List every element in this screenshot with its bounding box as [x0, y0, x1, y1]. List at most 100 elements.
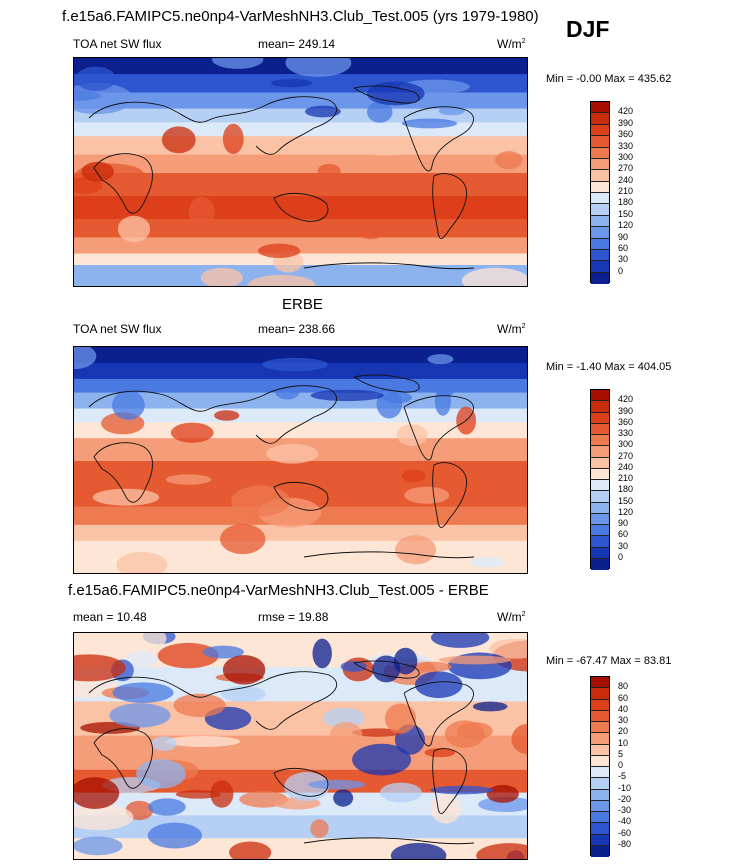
- colorbar-box: [591, 547, 609, 559]
- colorbar-tick-label: 300: [618, 439, 634, 450]
- colorbar-box: [591, 457, 609, 469]
- colorbar-box: [591, 468, 609, 480]
- panel2-units: W/m2: [497, 322, 526, 336]
- colorbar-tick-label: 0: [618, 551, 624, 562]
- colorbar-tick-label: 60: [618, 692, 629, 703]
- colorbar-tick-label: -60: [618, 827, 632, 838]
- figure-title: f.e15a6.FAMIPC5.ne0np4-VarMeshNH3.Club_T…: [62, 8, 539, 25]
- colorbar-tick-label: 120: [618, 506, 634, 517]
- colorbar-tick-label: 240: [618, 174, 634, 185]
- colorbar-box: [591, 204, 609, 216]
- colorbar-tick-label: 420: [618, 394, 634, 405]
- colorbar-tick-label: 60: [618, 242, 629, 253]
- colorbar-box: [591, 733, 609, 745]
- panel3-units: W/m2: [497, 610, 526, 624]
- panel3-rmse-label: rmse = 19.88: [258, 610, 329, 624]
- colorbar-tick-label: 420: [618, 106, 634, 117]
- colorbar-box: [591, 158, 609, 171]
- colorbar-box: [591, 677, 609, 689]
- colorbar-tick-label: 210: [618, 473, 634, 483]
- colorbar-tick-label: 150: [618, 495, 634, 506]
- colorbar-tick-label: 360: [618, 416, 634, 427]
- colorbar-tick-label: 0: [618, 760, 624, 770]
- colorbar-box: [591, 491, 609, 503]
- panel3-mean-label: mean = 10.48: [73, 610, 147, 624]
- colorbar-tick-label: 30: [618, 254, 629, 265]
- colorbar-box: [591, 778, 609, 790]
- colorbar-box: [591, 181, 609, 193]
- colorbar-tick-label: 30: [618, 540, 629, 551]
- colorbar-box: [591, 688, 609, 700]
- colorbar-tick-label: 180: [618, 484, 634, 495]
- colorbar-box: [591, 480, 609, 492]
- colorbar-box: [591, 834, 609, 846]
- panel1-minmax: Min = -0.00 Max = 435.62: [546, 73, 672, 85]
- colorbar-tick-label: 270: [618, 163, 634, 174]
- colorbar-tick-label: 300: [618, 151, 634, 162]
- panel2-variable-label: TOA net SW flux: [73, 322, 162, 336]
- panel2-minmax: Min = -1.40 Max = 404.05: [546, 361, 672, 373]
- colorbar-box: [591, 789, 609, 801]
- colorbar-box: [591, 699, 609, 711]
- colorbar-tick-label: 120: [618, 220, 634, 231]
- colorbar-box: [591, 823, 609, 835]
- season-label: DJF: [566, 16, 610, 42]
- colorbar-tick-label: -5: [618, 771, 627, 782]
- colorbar-box: [591, 767, 609, 779]
- colorbar-tick-label: 390: [618, 117, 634, 128]
- colorbar-box: [591, 536, 609, 548]
- colorbar-tick-label: -80: [618, 838, 632, 849]
- colorbar-box: [591, 755, 609, 767]
- colorbar-box: [591, 215, 609, 228]
- colorbar-box: [591, 193, 609, 205]
- difference-title: f.e15a6.FAMIPC5.ne0np4-VarMeshNH3.Club_T…: [68, 582, 489, 599]
- colorbar-tick-label: 90: [618, 231, 629, 242]
- colorbar-tick-label: 20: [618, 726, 629, 737]
- colorbar-box: [591, 390, 609, 402]
- colorbar-box: [591, 102, 609, 114]
- colorbar-box: [591, 845, 609, 857]
- colorbar-box: [591, 435, 609, 447]
- panel1-map: [73, 57, 528, 287]
- colorbar-box: [591, 227, 609, 239]
- colorbar-box: [591, 744, 609, 756]
- colorbar-tick-label: 60: [618, 529, 629, 540]
- panel3-colorbar: [590, 676, 610, 857]
- colorbar-tick-label: 180: [618, 197, 634, 208]
- colorbar-box: [591, 423, 609, 435]
- colorbar-tick-label: 90: [618, 518, 629, 528]
- panel2-map: [73, 346, 528, 574]
- colorbar-tick-label: 270: [618, 450, 634, 461]
- panel1-mean-label: mean= 249.14: [258, 37, 336, 51]
- colorbar-box: [591, 261, 609, 273]
- colorbar-box: [591, 446, 609, 458]
- colorbar-box: [591, 401, 609, 413]
- colorbar-box: [591, 113, 609, 125]
- colorbar-tick-label: 30: [618, 715, 629, 725]
- colorbar-tick-label: 390: [618, 405, 634, 416]
- colorbar-box: [591, 722, 609, 734]
- colorbar-tick-label: 330: [618, 428, 634, 438]
- colorbar-box: [591, 412, 609, 424]
- colorbar-tick-label: 210: [618, 186, 634, 196]
- colorbar-tick-label: 80: [618, 681, 629, 692]
- colorbar-box: [591, 238, 609, 250]
- colorbar-tick-label: 10: [618, 737, 629, 748]
- colorbar-tick-label: 5: [618, 748, 624, 759]
- colorbar-tick-label: -10: [618, 782, 632, 793]
- colorbar-box: [591, 558, 609, 570]
- panel3-minmax: Min = -67.47 Max = 83.81: [546, 655, 672, 667]
- colorbar-tick-label: -30: [618, 805, 632, 815]
- panel2-mean-label: mean= 238.66: [258, 322, 336, 336]
- colorbar-box: [591, 249, 609, 262]
- panel1-units: W/m2: [497, 37, 526, 51]
- colorbar-tick-label: 240: [618, 461, 634, 472]
- panel2-colorbar: [590, 389, 610, 570]
- colorbar-tick-label: 0: [618, 265, 624, 276]
- colorbar-tick-label: 40: [618, 703, 629, 714]
- colorbar-box: [591, 272, 609, 284]
- colorbar-box: [591, 136, 609, 148]
- colorbar-box: [591, 800, 609, 812]
- colorbar-box: [591, 124, 609, 137]
- colorbar-tick-label: -20: [618, 793, 632, 804]
